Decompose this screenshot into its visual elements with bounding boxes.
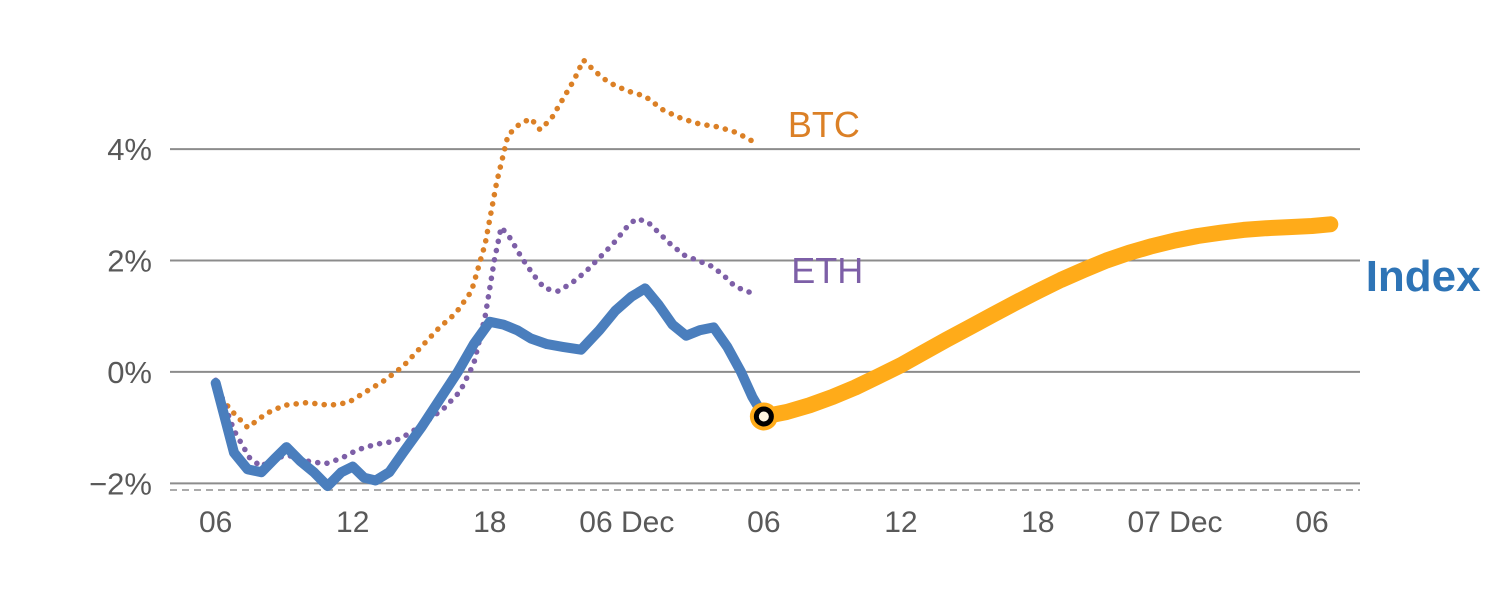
series-label-eth: ETH	[791, 250, 863, 291]
x-tick-label: 12	[336, 506, 369, 539]
x-tick-label: 18	[1021, 506, 1054, 539]
y-tick-label: 0%	[107, 355, 152, 390]
x-tick-label: 06	[747, 506, 780, 539]
forecast-marker	[753, 406, 774, 427]
x-tick-label: 18	[473, 506, 506, 539]
series-line-eth	[212, 216, 760, 470]
x-tick-label: 07 Dec	[1127, 506, 1222, 539]
x-tick-label: 06	[1295, 506, 1328, 539]
series-line-btc	[212, 57, 760, 431]
y-tick-label: 4%	[107, 132, 152, 167]
x-tick-label: 12	[884, 506, 917, 539]
x-tick-label: 06 Dec	[579, 506, 674, 539]
series-line-index-forecast	[755, 216, 1339, 425]
series-label-index: Index	[1366, 252, 1481, 301]
series-label-btc: BTC	[788, 104, 860, 145]
y-tick-label: −2%	[89, 466, 152, 501]
y-tick-label: 2%	[107, 244, 152, 279]
series-line-index	[210, 283, 769, 492]
x-tick-label: 06	[199, 506, 232, 539]
